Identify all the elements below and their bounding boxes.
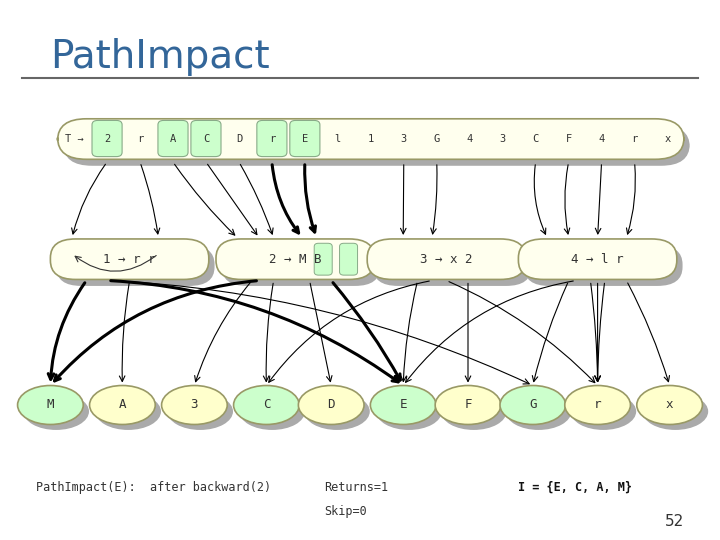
FancyBboxPatch shape — [92, 120, 122, 157]
Ellipse shape — [564, 386, 631, 424]
Ellipse shape — [161, 386, 228, 424]
FancyBboxPatch shape — [340, 243, 358, 275]
Text: A: A — [119, 399, 126, 411]
Text: r: r — [594, 399, 601, 411]
Text: x: x — [665, 134, 670, 144]
Text: 1 → r r: 1 → r r — [104, 253, 156, 266]
FancyBboxPatch shape — [216, 239, 374, 280]
Text: 3 → x 2: 3 → x 2 — [420, 253, 472, 266]
Ellipse shape — [95, 393, 161, 430]
Text: C: C — [533, 134, 539, 144]
FancyBboxPatch shape — [56, 245, 215, 286]
Ellipse shape — [233, 386, 300, 424]
Ellipse shape — [642, 393, 708, 430]
Text: F: F — [464, 399, 472, 411]
FancyBboxPatch shape — [158, 120, 188, 157]
FancyBboxPatch shape — [257, 120, 287, 157]
Text: r: r — [137, 134, 143, 144]
Text: I = {E, C, A, M}: I = {E, C, A, M} — [518, 481, 632, 494]
Text: E: E — [302, 134, 308, 144]
Text: 3: 3 — [400, 134, 407, 144]
FancyBboxPatch shape — [222, 245, 380, 286]
Ellipse shape — [239, 393, 305, 430]
Text: 3: 3 — [191, 399, 198, 411]
Text: F: F — [565, 134, 572, 144]
FancyBboxPatch shape — [314, 243, 332, 275]
Ellipse shape — [167, 393, 233, 430]
Text: C: C — [263, 399, 270, 411]
Ellipse shape — [23, 393, 89, 430]
Text: x: x — [666, 399, 673, 411]
FancyBboxPatch shape — [50, 239, 209, 280]
FancyBboxPatch shape — [524, 245, 683, 286]
Ellipse shape — [17, 386, 84, 424]
Ellipse shape — [441, 393, 507, 430]
Text: C: C — [203, 134, 209, 144]
Ellipse shape — [500, 386, 566, 424]
Text: PathImpact: PathImpact — [50, 38, 270, 76]
Ellipse shape — [505, 393, 572, 430]
Text: D: D — [236, 134, 242, 144]
Ellipse shape — [435, 386, 501, 424]
FancyBboxPatch shape — [191, 120, 221, 157]
Text: 2: 2 — [104, 134, 110, 144]
Ellipse shape — [370, 386, 436, 424]
Text: l: l — [335, 134, 341, 144]
Text: 3: 3 — [500, 134, 505, 144]
Text: PathImpact(E):  after backward(2): PathImpact(E): after backward(2) — [36, 481, 271, 494]
Text: A: A — [170, 134, 176, 144]
Text: r: r — [269, 134, 275, 144]
FancyBboxPatch shape — [518, 239, 677, 280]
Text: G: G — [529, 399, 536, 411]
Ellipse shape — [636, 386, 703, 424]
Text: Returns=1: Returns=1 — [324, 481, 388, 494]
Ellipse shape — [298, 386, 364, 424]
FancyBboxPatch shape — [373, 245, 531, 286]
Ellipse shape — [89, 386, 156, 424]
Ellipse shape — [570, 393, 636, 430]
FancyBboxPatch shape — [58, 119, 684, 159]
Text: 4: 4 — [467, 134, 473, 144]
Text: Skip=0: Skip=0 — [324, 505, 366, 518]
Text: G: G — [433, 134, 440, 144]
Text: 2 → M B: 2 → M B — [269, 253, 321, 266]
Text: T →: T → — [65, 134, 84, 144]
FancyBboxPatch shape — [290, 120, 320, 157]
FancyBboxPatch shape — [63, 125, 690, 166]
Text: 4: 4 — [598, 134, 605, 144]
Text: 4 → l r: 4 → l r — [572, 253, 624, 266]
Ellipse shape — [376, 393, 442, 430]
FancyBboxPatch shape — [367, 239, 526, 280]
Ellipse shape — [304, 393, 370, 430]
Text: r: r — [631, 134, 638, 144]
Text: 1: 1 — [368, 134, 374, 144]
Text: E: E — [400, 399, 407, 411]
Text: M: M — [47, 399, 54, 411]
Text: D: D — [328, 399, 335, 411]
Text: 52: 52 — [665, 514, 684, 529]
